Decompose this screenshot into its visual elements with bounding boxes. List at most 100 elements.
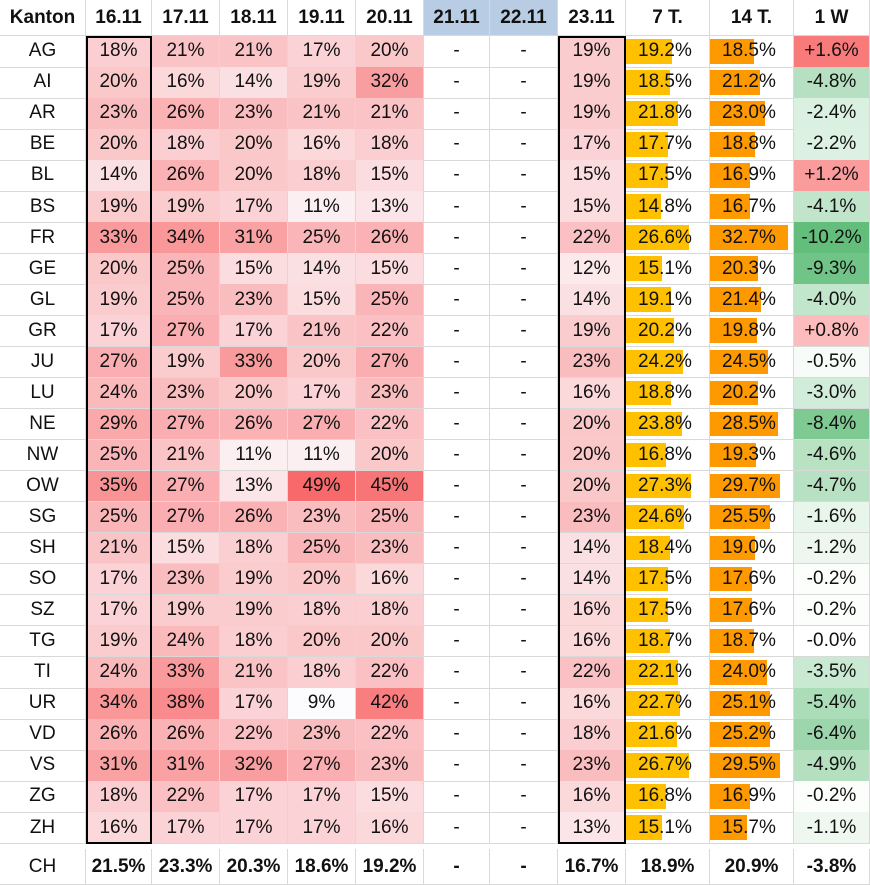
bar-value: 18.4%	[638, 537, 692, 559]
table-cell: -	[424, 625, 490, 658]
table-cell: -	[490, 160, 558, 192]
table-cell: 19.3%	[710, 439, 794, 472]
bar-7-day	[626, 442, 666, 468]
table-cell: 21.2%	[710, 67, 794, 99]
table-cell: 17.6%	[710, 594, 794, 627]
table-cell: -	[490, 284, 558, 316]
table-cell: -	[424, 439, 490, 472]
table-cell: 25.5%	[710, 501, 794, 534]
bar-14-day	[710, 722, 770, 747]
table-cell: 18%	[288, 657, 356, 689]
table-cell: 16%	[356, 812, 424, 844]
column-header: 17.11	[152, 0, 220, 36]
bar-14-day	[710, 473, 781, 499]
table-cell: -4.8%	[794, 67, 870, 99]
table-cell: -	[424, 657, 490, 689]
canton-label: GR	[0, 315, 86, 347]
bar-14-day	[710, 349, 769, 375]
bar-7-day	[626, 597, 668, 623]
bar-value: 14.8%	[638, 195, 692, 217]
table-cell: -	[424, 67, 490, 99]
table-cell: -	[490, 67, 558, 99]
table-cell: -	[424, 408, 490, 441]
bar-value: 17.5%	[638, 568, 692, 590]
bar-7-day	[626, 753, 690, 778]
table-cell: 14%	[86, 160, 152, 192]
table-cell: -4.0%	[794, 284, 870, 316]
table-cell: 17%	[558, 129, 626, 161]
table-cell: 18%	[288, 594, 356, 627]
bar-7-day	[626, 784, 666, 809]
bar-7-day	[626, 287, 672, 312]
table-cell: 31%	[220, 222, 288, 254]
table-cell: -0.2%	[794, 594, 870, 627]
bar-value: 32.7%	[722, 226, 776, 248]
table-cell: -	[490, 688, 558, 720]
table-cell: 11%	[288, 439, 356, 472]
bar-value: 29.5%	[722, 754, 776, 776]
table-cell: 16%	[558, 377, 626, 410]
bar-14-day	[710, 628, 755, 654]
canton-label: UR	[0, 688, 86, 720]
table-cell: 17%	[86, 315, 152, 347]
table-cell: 25%	[152, 253, 220, 285]
table-cell: 26%	[152, 98, 220, 130]
table-cell: 34%	[86, 688, 152, 720]
bar-14-day	[710, 132, 755, 157]
bar-value: 19.1%	[638, 288, 692, 310]
bar-value: 29.7%	[722, 474, 776, 496]
table-cell: -	[490, 719, 558, 751]
table-cell: 19%	[558, 315, 626, 347]
table-cell: 15%	[220, 253, 288, 285]
bar-14-day	[710, 784, 751, 809]
table-cell: 16%	[558, 781, 626, 813]
bar-value: 24.0%	[722, 661, 776, 683]
table-cell: 22%	[356, 408, 424, 441]
table-cell: -	[424, 160, 490, 192]
bar-14-day	[710, 753, 780, 778]
bar-7-day	[626, 163, 668, 188]
table-cell: 19.2%	[626, 36, 710, 68]
table-cell: -3.5%	[794, 657, 870, 689]
table-cell: +1.2%	[794, 160, 870, 192]
table-cell: 15%	[356, 160, 424, 192]
table-cell: 16%	[558, 625, 626, 658]
table-cell: 22%	[356, 657, 424, 689]
table-cell: -	[490, 222, 558, 254]
bar-value: 24.2%	[638, 350, 692, 372]
table-cell: -	[490, 346, 558, 379]
bar-14-day	[710, 163, 751, 188]
table-cell: 27%	[288, 408, 356, 441]
table-cell: 20%	[356, 625, 424, 658]
table-cell: -	[490, 408, 558, 441]
table-cell: 27%	[288, 750, 356, 782]
table-cell: 17%	[288, 36, 356, 68]
table-cell: 19%	[220, 594, 288, 627]
table-cell: -	[424, 470, 490, 503]
table-cell: 27%	[152, 408, 220, 441]
table-cell: 23%	[288, 719, 356, 751]
canton-label: FR	[0, 222, 86, 254]
table-cell: 29%	[86, 408, 152, 441]
bar-value: 24.5%	[722, 350, 776, 372]
bar-14-day	[710, 815, 748, 840]
bar-7-day	[626, 815, 662, 840]
bar-value: 26.6%	[638, 226, 692, 248]
table-cell: 15%	[356, 253, 424, 285]
table-cell: -6.4%	[794, 719, 870, 751]
table-cell: 35%	[86, 470, 152, 503]
table-cell: 19%	[220, 563, 288, 596]
table-cell: 23%	[558, 346, 626, 379]
table-cell: 19%	[86, 284, 152, 316]
bar-14-day	[710, 442, 756, 468]
bar-14-day	[710, 39, 754, 64]
canton-label: SZ	[0, 594, 86, 627]
table-cell: 17%	[86, 563, 152, 596]
table-cell: 19%	[86, 191, 152, 223]
table-cell: 16.9%	[710, 781, 794, 813]
table-cell: 20%	[288, 563, 356, 596]
table-cell: 20%	[86, 67, 152, 99]
table-cell: 22%	[558, 222, 626, 254]
table-cell: 14%	[220, 67, 288, 99]
table-cell: 21%	[220, 657, 288, 689]
